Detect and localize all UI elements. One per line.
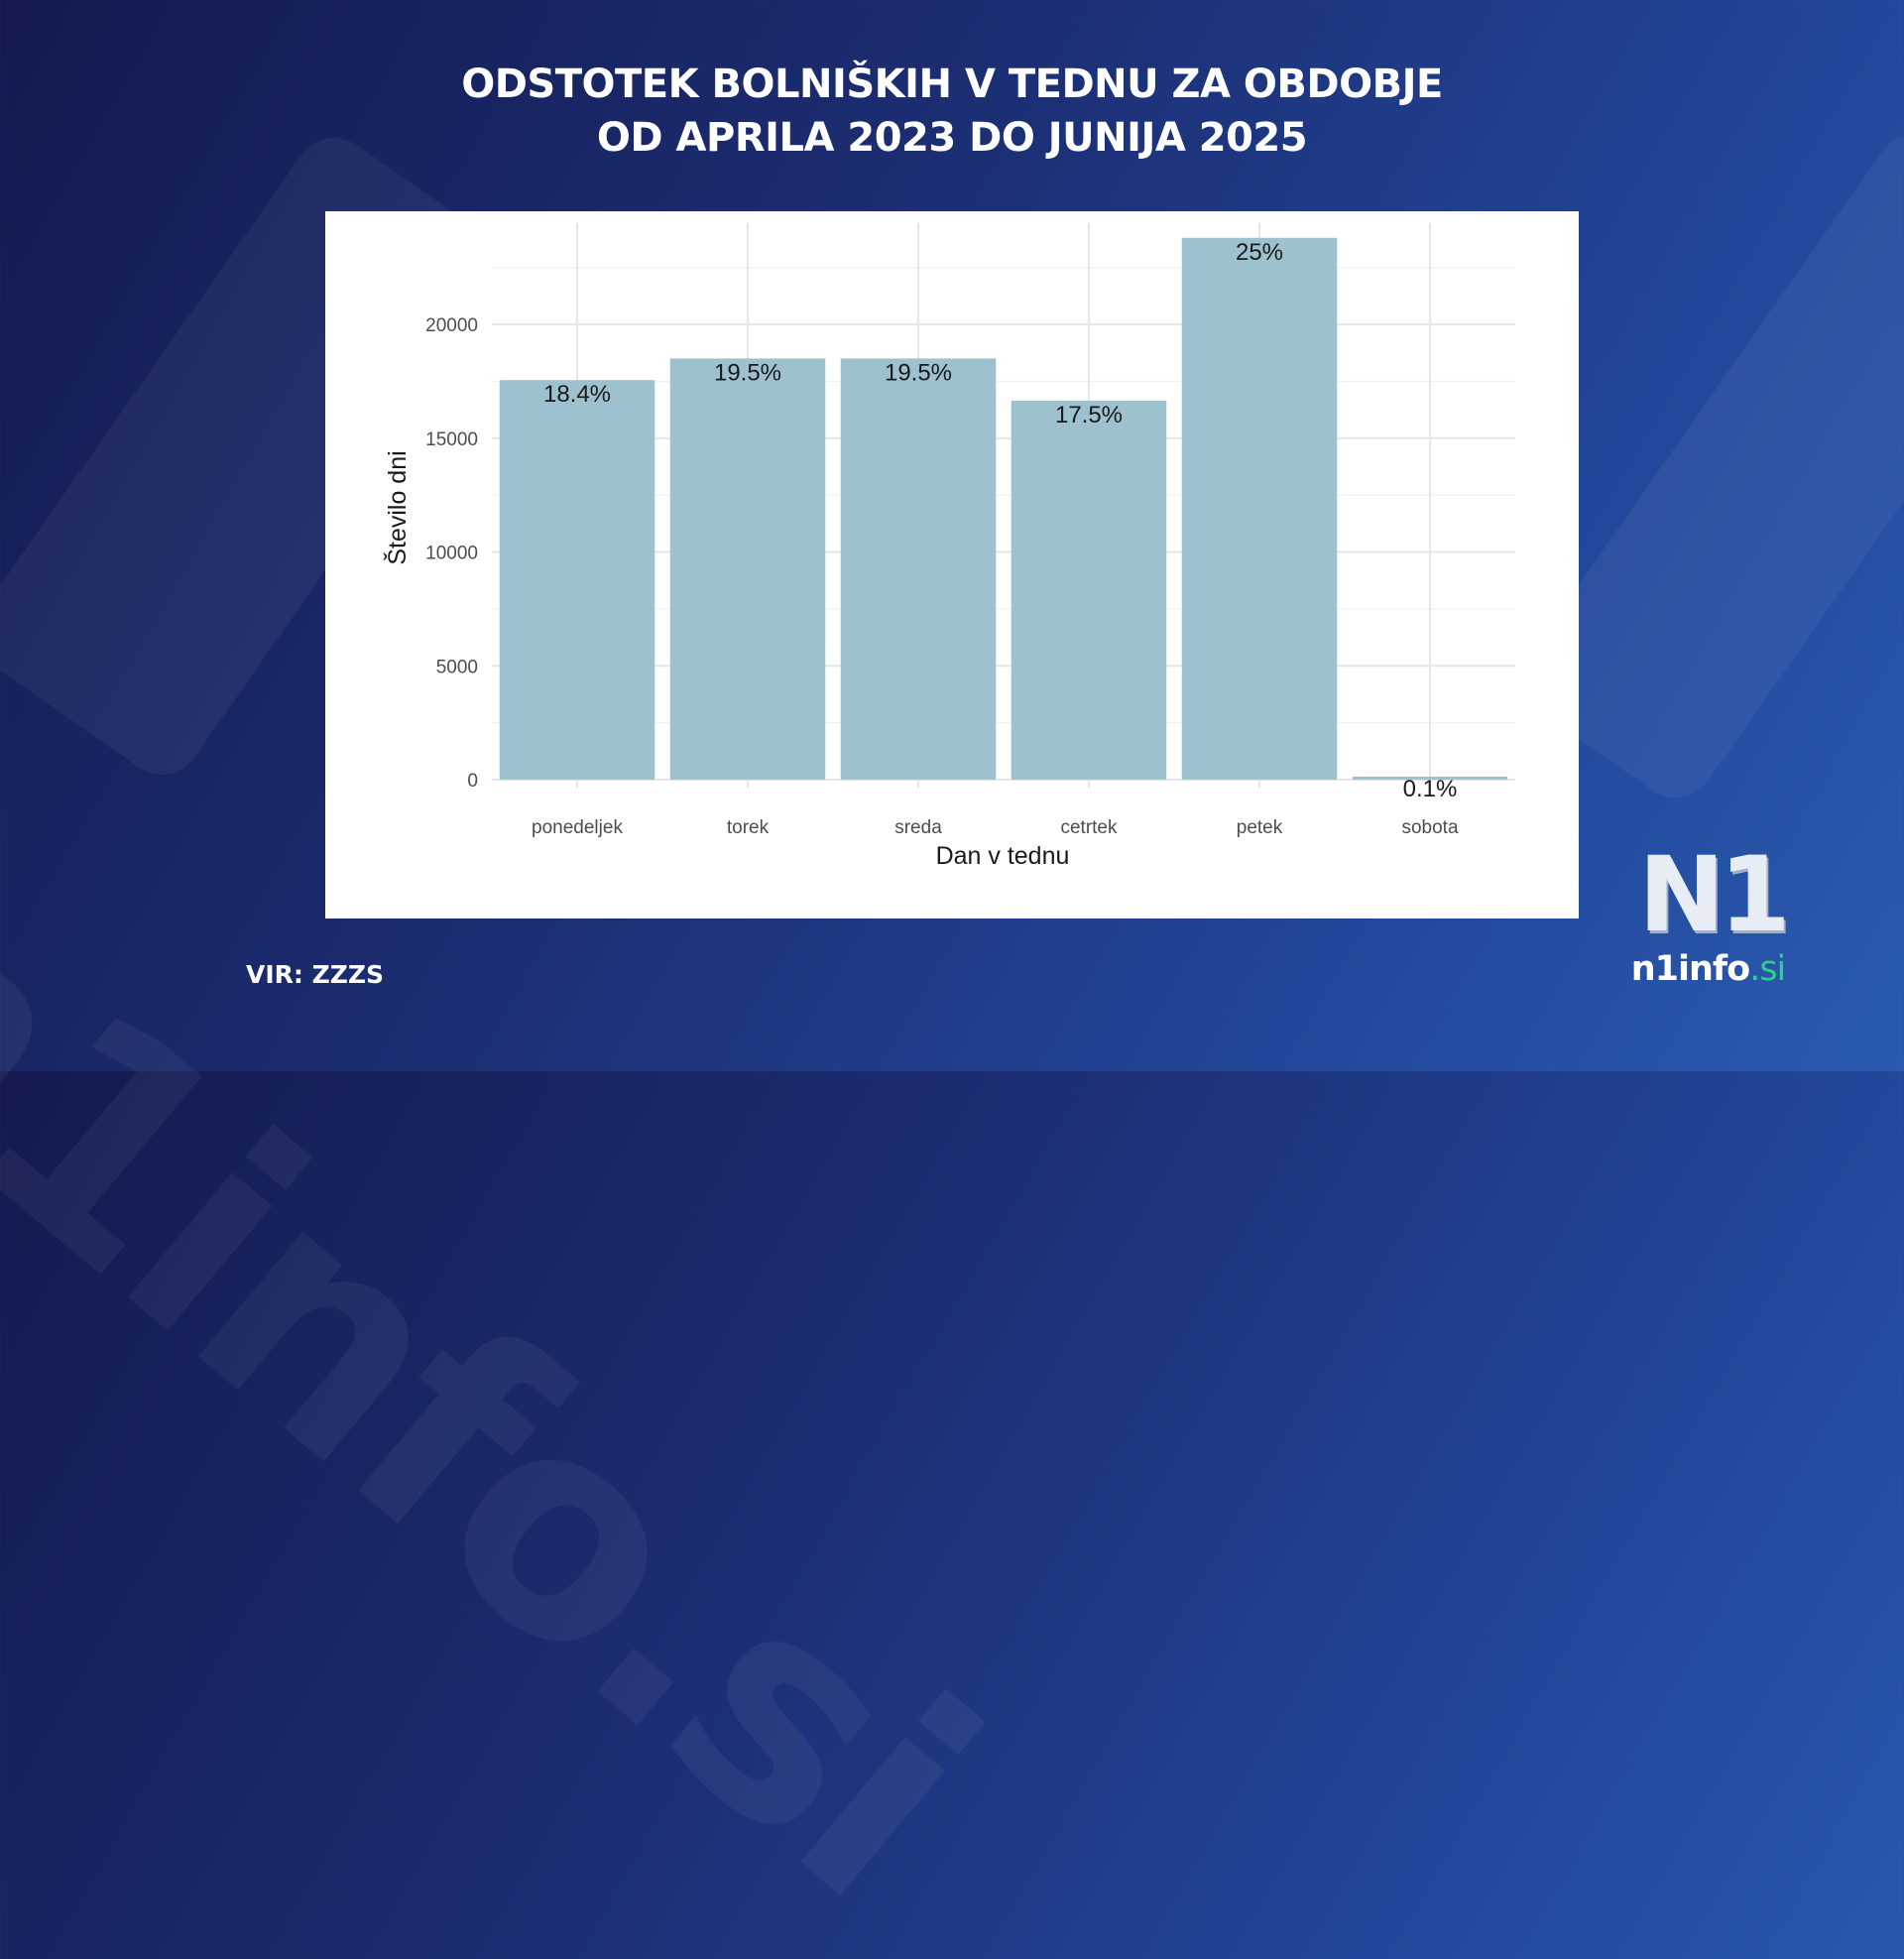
x-tick-label-petek: petek [1237, 817, 1283, 838]
data-label-cetrtek: 17.5% [1055, 402, 1123, 429]
y-tick-label: 15000 [425, 429, 478, 450]
data-label-petek: 25% [1236, 239, 1283, 266]
domain-tld: .si [1749, 949, 1786, 989]
page-title: ODSTOTEK BOLNIŠKIH V TEDNU ZA OBDOBJE OD… [0, 58, 1904, 165]
bar-cetrtek [1011, 400, 1167, 780]
bar-torek [669, 358, 826, 780]
title-line-1: ODSTOTEK BOLNIŠKIH V TEDNU ZA OBDOBJE [461, 61, 1443, 107]
x-tick-label-torek: torek [727, 817, 770, 838]
data-label-torek: 19.5% [714, 359, 781, 386]
x-axis-title: Dan v tednu [936, 842, 1070, 870]
domain-name: n1info [1630, 949, 1750, 989]
source-credit: VIR: ZZZS [246, 960, 384, 989]
bar-sobota [1352, 777, 1508, 780]
y-axis-title: Število dni [383, 450, 412, 564]
n1-logo-domain: n1info.si [1626, 949, 1790, 989]
x-tick-label-sobota: sobota [1401, 817, 1458, 838]
title-line-2: OD APRILA 2023 DO JUNIJA 2025 [596, 115, 1308, 161]
y-tick-label: 0 [467, 771, 478, 792]
bar-sreda [840, 358, 997, 780]
y-tick-label: 5000 [436, 657, 478, 677]
y-tick-label: 10000 [425, 544, 478, 564]
x-tick-label-sreda: sreda [894, 817, 942, 838]
bar-ponedeljek [499, 380, 655, 780]
bar-chart: 0 5000 10000 15000 20000 18.4% ponedeljek 19.5%… [383, 223, 1515, 870]
data-label-sobota: 0.1% [1403, 776, 1458, 802]
n1-logo-mark: N1 [1638, 834, 1790, 955]
data-label-ponedeljek: 18.4% [543, 381, 611, 408]
data-label-sreda: 19.5% [885, 359, 952, 386]
x-tick-label-cetrtek: cetrtek [1060, 817, 1118, 838]
bar-petek [1181, 237, 1338, 781]
y-tick-label: 20000 [425, 315, 478, 336]
background-watermark: n1info.si [0, 813, 1029, 1959]
chart-panel: 0 5000 10000 15000 20000 18.4% ponedeljek 19.5%… [325, 211, 1579, 918]
n1-logo: N1 n1info.si [1626, 834, 1791, 994]
x-tick-label-ponedeljek: ponedeljek [532, 817, 623, 838]
